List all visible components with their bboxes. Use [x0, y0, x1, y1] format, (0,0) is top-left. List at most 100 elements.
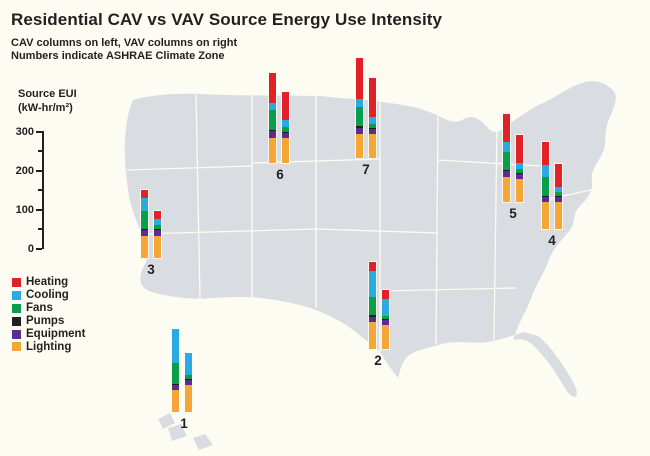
- heating-swatch-icon: [12, 277, 21, 287]
- zone-3-vav-heating-segment: [154, 211, 161, 220]
- zone-4-cav-pumps-segment: [542, 195, 549, 198]
- zone-4-vav-fans-segment: [555, 191, 562, 196]
- climate-zone-label-4: 4: [548, 233, 556, 248]
- lighting-swatch-icon: [12, 342, 21, 352]
- zone-3-vav-cooling-segment: [154, 219, 161, 225]
- zone-6-vav-bar: [282, 91, 289, 163]
- y-axis-line: [42, 131, 44, 249]
- y-axis-major-tick: [36, 247, 42, 250]
- zone-4-vav-cooling-segment: [555, 186, 562, 192]
- zone-3-vav-pumps-segment: [154, 228, 161, 230]
- zone-7-cav-equipment-segment: [356, 127, 363, 134]
- zone-6-cav-cooling-segment: [269, 102, 276, 111]
- zone-3-cav-pumps-segment: [141, 229, 148, 231]
- climate-zone-label-6: 6: [276, 167, 284, 182]
- zone-5-cav-bar: [503, 113, 510, 202]
- zone-6-vav-fans-segment: [282, 126, 289, 132]
- zone-4-vav-lighting-segment: [555, 202, 562, 229]
- y-axis-tick-label: 0: [27, 242, 34, 255]
- zone-5-cav-equipment-segment: [503, 171, 510, 178]
- zone-1-vav-pumps-segment: [185, 379, 192, 381]
- zone-2-cav-equipment-segment: [369, 316, 376, 323]
- zone-2-cav-heating-segment: [369, 261, 376, 272]
- zone-1-cav-cooling-segment: [172, 328, 179, 363]
- legend-item-equipment: Equipment: [12, 328, 85, 341]
- zone-6-vav-pumps-segment: [282, 131, 289, 133]
- y-axis-tick-label: 300: [15, 125, 34, 138]
- legend-label: Lighting: [26, 340, 72, 353]
- zone-2-cav-bar: [369, 261, 376, 349]
- zone-7-vav-fans-segment: [369, 123, 376, 128]
- zone-6-vav-cooling-segment: [282, 120, 289, 127]
- zone-4-cav-cooling-segment: [542, 165, 549, 177]
- zone-3-vav-bar: [154, 211, 161, 258]
- zone-1-cav-bar: [172, 328, 179, 412]
- zone-7-cav-heating-segment: [356, 57, 363, 99]
- pumps-swatch-icon: [12, 316, 21, 326]
- zone-6-vav-equipment-segment: [282, 132, 289, 139]
- zone-2-vav-equipment-segment: [382, 319, 389, 325]
- zone-3-vav-fans-segment: [154, 224, 161, 229]
- zone-3-cav-lighting-segment: [141, 235, 148, 258]
- zone-4-vav-bar: [555, 163, 562, 229]
- zone-3-cav-heating-segment: [141, 189, 148, 198]
- zone-5-vav-lighting-segment: [516, 179, 523, 202]
- zone-5-vav-pumps-segment: [516, 173, 523, 175]
- zone-4-cav-heating-segment: [542, 142, 549, 166]
- zone-4-cav-bar: [542, 142, 549, 229]
- climate-zone-label-2: 2: [374, 353, 382, 368]
- climate-zone-label-3: 3: [147, 262, 155, 277]
- zone-5-vav-bar: [516, 134, 523, 202]
- zone-7-vav-bar: [369, 78, 376, 158]
- zone-7-vav-lighting-segment: [369, 134, 376, 158]
- zone-5-vav-heating-segment: [516, 134, 523, 164]
- y-axis-tick-label: 100: [15, 203, 34, 216]
- zone-1-cav-pumps-segment: [172, 383, 179, 385]
- equipment-swatch-icon: [12, 329, 21, 339]
- zone-1-vav-bar: [185, 353, 192, 412]
- zone-3-cav-equipment-segment: [141, 230, 148, 236]
- zone-1-cav-equipment-segment: [172, 384, 179, 391]
- zone-3-vav-lighting-segment: [154, 235, 161, 258]
- zone-4-vav-equipment-segment: [555, 197, 562, 203]
- y-axis-major-tick: [36, 130, 42, 133]
- legend-label: Cooling: [26, 289, 69, 302]
- legend-item-lighting: Lighting: [12, 340, 85, 353]
- zone-7-vav-equipment-segment: [369, 129, 376, 135]
- y-axis-major-tick: [36, 208, 42, 211]
- zone-4-cav-lighting-segment: [542, 202, 549, 229]
- legend-item-pumps: Pumps: [12, 315, 85, 328]
- zone-1-vav-lighting-segment: [185, 385, 192, 412]
- zone-2-cav-lighting-segment: [369, 322, 376, 349]
- zone-7-cav-lighting-segment: [356, 133, 363, 158]
- zone-7-vav-pumps-segment: [369, 128, 376, 130]
- hawaii-islands: [158, 413, 213, 450]
- zone-6-cav-pumps-segment: [269, 130, 276, 132]
- zone-7-vav-cooling-segment: [369, 117, 376, 124]
- zone-5-cav-lighting-segment: [503, 177, 510, 202]
- zone-1-cav-lighting-segment: [172, 390, 179, 412]
- zone-3-cav-cooling-segment: [141, 197, 148, 211]
- zone-5-cav-fans-segment: [503, 151, 510, 171]
- y-axis-title-line2: (kW-hr/m²): [18, 102, 73, 114]
- zone-2-vav-fans-segment: [382, 316, 389, 319]
- fans-swatch-icon: [12, 303, 21, 313]
- zone-4-vav-heating-segment: [555, 163, 562, 187]
- zone-4-cav-equipment-segment: [542, 197, 549, 203]
- legend-item-heating: Heating: [12, 276, 85, 289]
- y-axis-title-line1: Source EUI: [18, 88, 77, 100]
- zone-2-vav-cooling-segment: [382, 298, 389, 317]
- zone-6-cav-lighting-segment: [269, 137, 276, 163]
- climate-zone-label-1: 1: [180, 416, 188, 431]
- chart-subtitle-zones: Numbers indicate ASHRAE Climate Zone: [11, 50, 225, 62]
- y-axis-minor-tick: [38, 150, 42, 152]
- zone-2-vav-pumps-segment: [382, 318, 389, 320]
- y-axis-tick-label: 200: [15, 164, 34, 177]
- zone-6-vav-lighting-segment: [282, 138, 289, 163]
- zone-6-cav-equipment-segment: [269, 131, 276, 138]
- zone-2-vav-lighting-segment: [382, 324, 389, 349]
- zone-2-cav-cooling-segment: [369, 271, 376, 298]
- zone-1-vav-fans-segment: [185, 374, 192, 380]
